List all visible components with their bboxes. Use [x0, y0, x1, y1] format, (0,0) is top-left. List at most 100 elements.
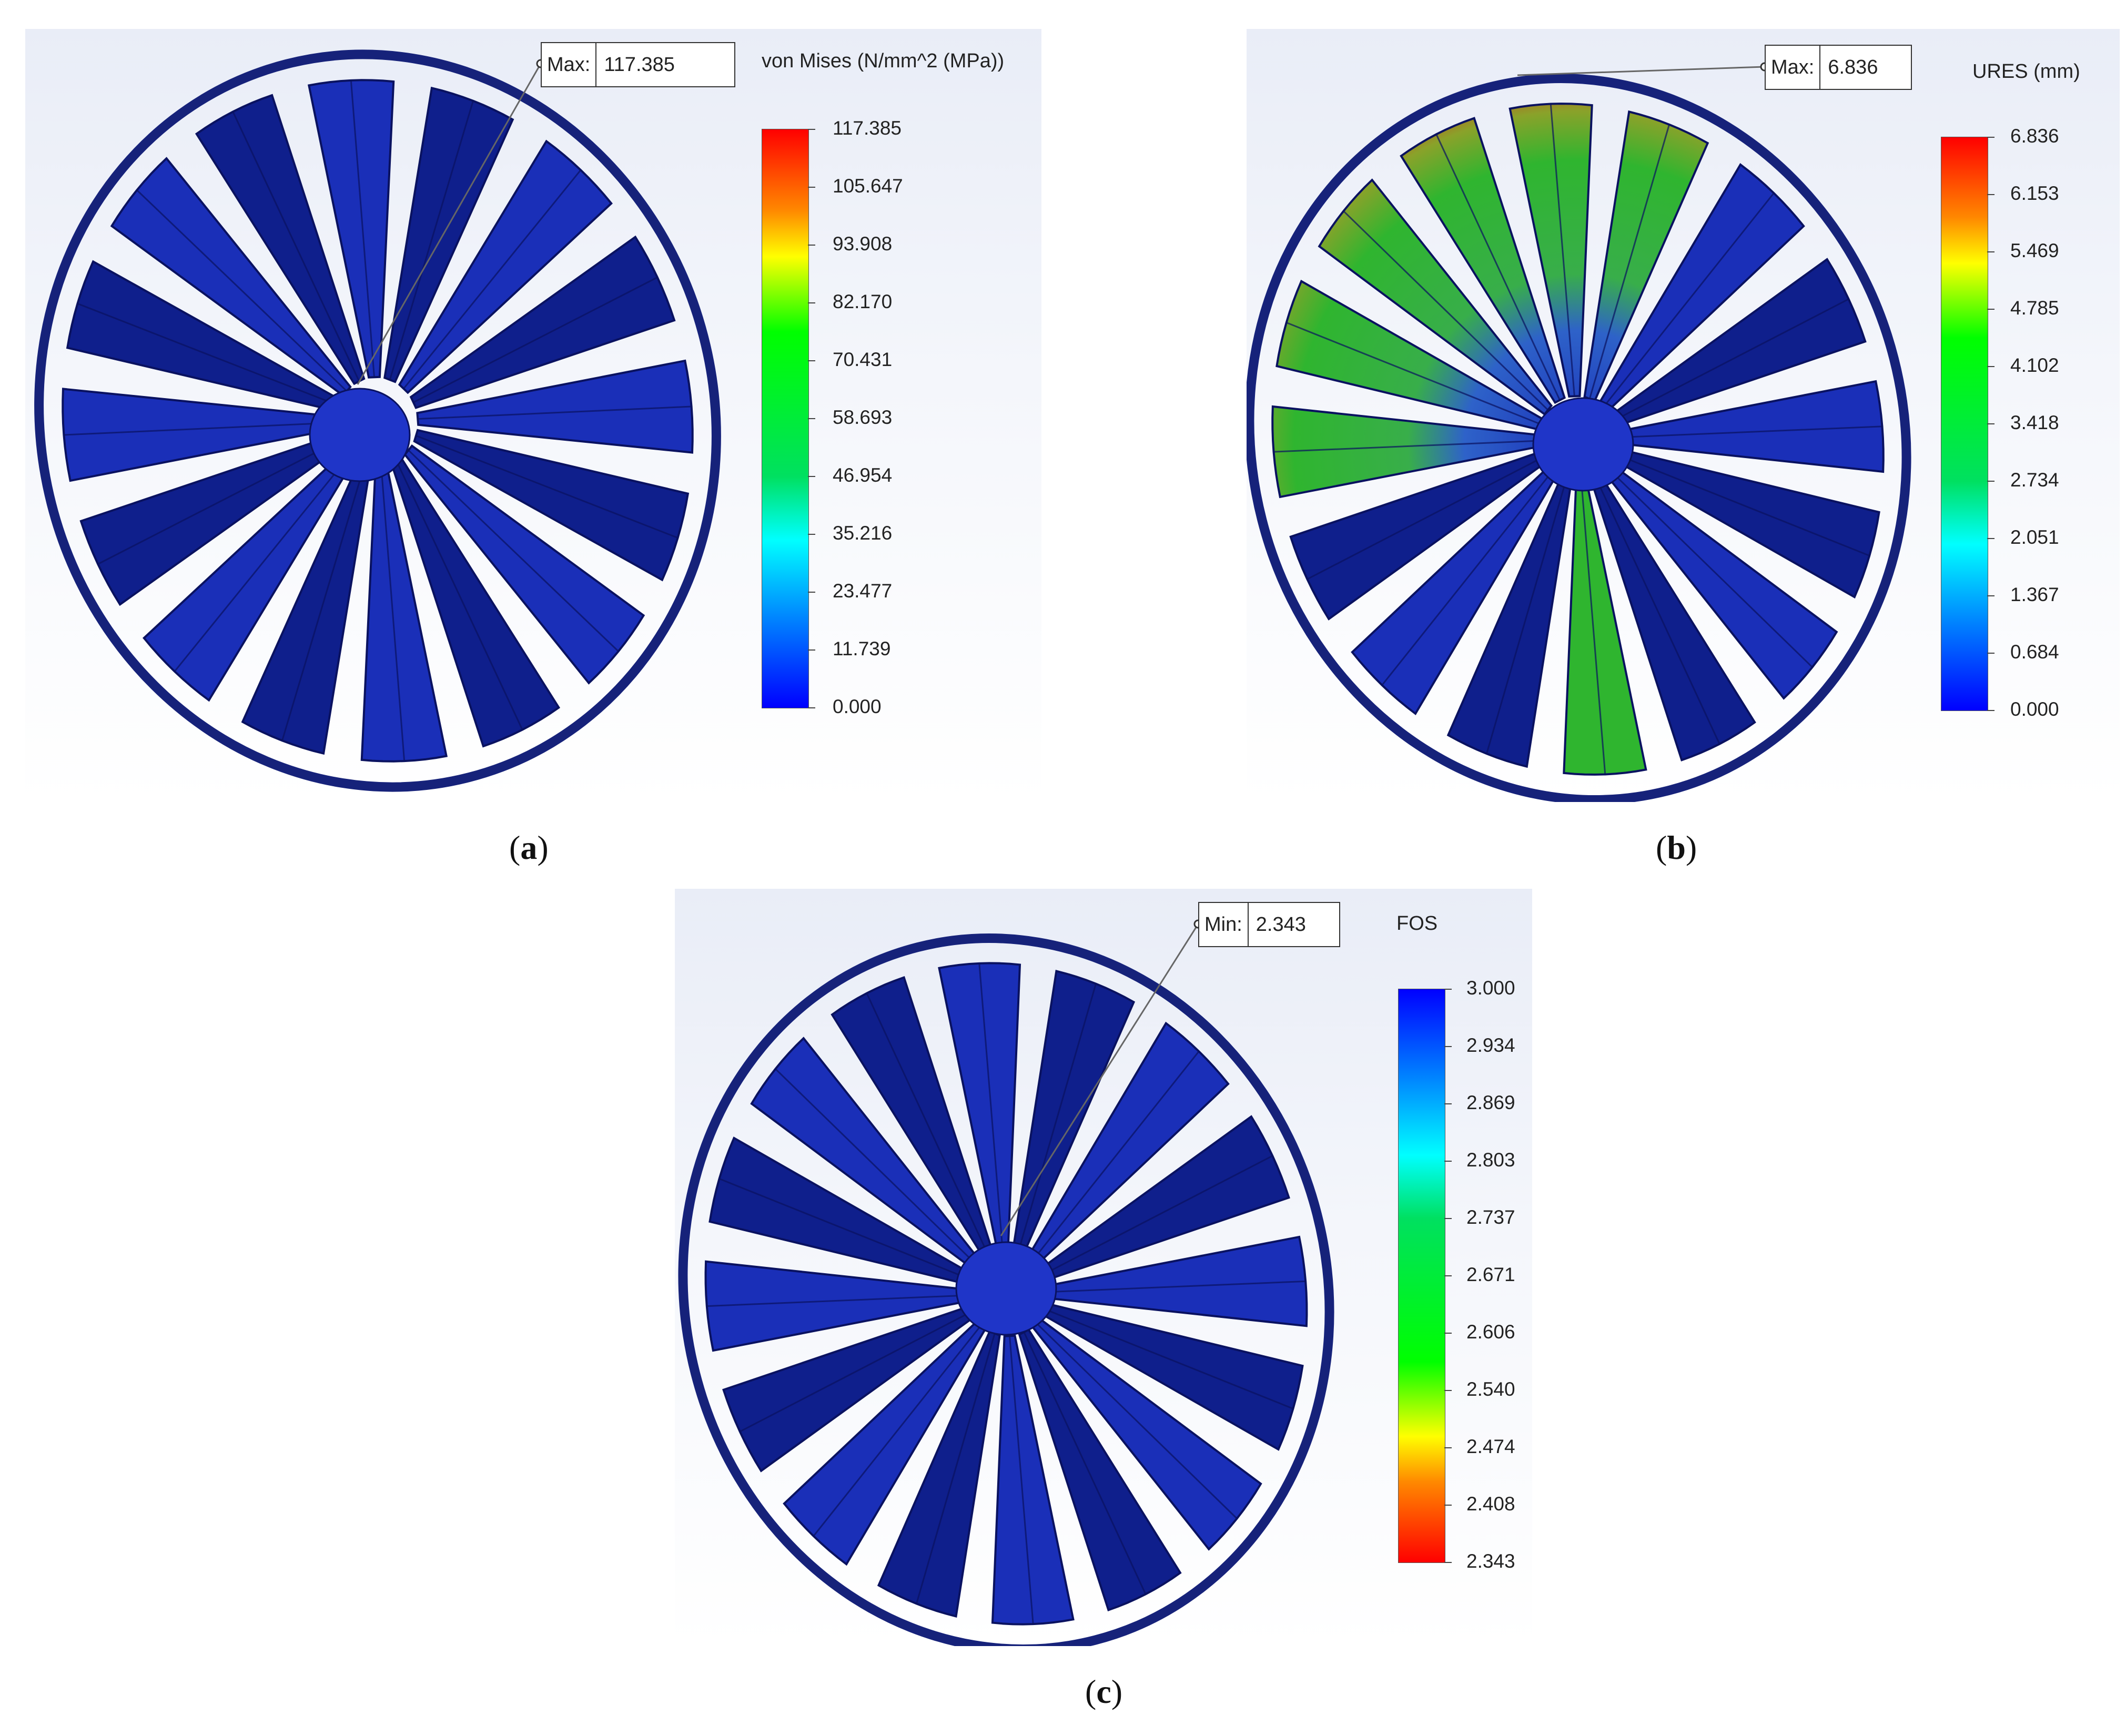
colorbar-tick-label: 2.737 [1466, 1206, 1515, 1228]
colorbar-tick-label: 2.734 [2010, 469, 2059, 491]
colorbar-tick-label: 4.102 [2010, 354, 2059, 376]
caption-b: (b) [1656, 829, 1697, 866]
blade-rib-line [1017, 983, 1097, 1254]
caption-c: (c) [1085, 1673, 1123, 1710]
turbine-blade [1603, 462, 1838, 700]
colorbar-tick-mark [808, 302, 815, 303]
blade-rib-line [1307, 456, 1544, 580]
blade-rib-line [232, 111, 360, 381]
turbine-blade [1031, 1316, 1262, 1551]
probe-leader-line [1517, 66, 1765, 76]
colorbar-tick-mark [1444, 1562, 1452, 1563]
turbine-rim [34, 49, 721, 792]
blade-rib-line [1607, 468, 1813, 668]
panel-c-turbine-model [678, 919, 1334, 1646]
blade-rib-line [1343, 210, 1548, 411]
turbine-blades-b [1247, 62, 1911, 802]
turbine-blade [195, 94, 366, 385]
colorbar-tick-label: 93.908 [833, 233, 893, 255]
turbine-blade [1271, 405, 1541, 499]
panel-a-turbine-model [34, 49, 721, 792]
colorbar-tick-label: 4.785 [2010, 297, 2059, 319]
turbine-blade [66, 260, 342, 413]
colorbar-tick-mark [1987, 481, 1995, 482]
turbine-blade [1318, 178, 1553, 416]
colorbar-a [762, 129, 809, 708]
colorbar-tick-mark [1987, 423, 1995, 424]
probe-callout-b: Max: 6.836 [1765, 45, 1912, 90]
blade-rib-line [1612, 298, 1849, 422]
turbine-blade [413, 429, 690, 582]
probe-callout-a: Max: 117.385 [541, 42, 735, 87]
colorbar-tick-mark [1444, 1103, 1452, 1104]
blade-rib-line [1286, 322, 1541, 425]
colorbar-tick-label: 0.000 [2010, 698, 2059, 720]
blade-rib-line [1381, 470, 1554, 686]
colorbar-tick-label: 2.540 [1466, 1378, 1515, 1400]
turbine-blade [409, 235, 676, 409]
turbine-blade [1583, 110, 1709, 402]
colorbar-tick-mark [1987, 538, 1995, 539]
colorbar-tick-mark [1444, 1275, 1452, 1276]
turbine-blade [143, 447, 358, 702]
blade-rib-line [136, 189, 347, 392]
colorbar-tick-label: 0.000 [833, 696, 882, 717]
colorbar-tick-label: 58.693 [833, 407, 893, 428]
colorbar-tick-label: 5.469 [2010, 240, 2059, 261]
colorbar-tick-label: 23.477 [833, 580, 893, 602]
blade-rib-line [916, 1333, 996, 1604]
turbine-blade [110, 157, 352, 397]
turbine-blade [1509, 103, 1593, 398]
colorbar-tick-label: 2.051 [2010, 526, 2059, 548]
colorbar-tick-mark [1444, 1447, 1452, 1448]
turbine-blade [62, 388, 339, 482]
turbine-hub [955, 1241, 1057, 1336]
probe-value-c: 2.343 [1256, 913, 1306, 936]
blade-rib-line [813, 1324, 982, 1537]
legend-title-b: URES (mm) [1972, 60, 2080, 83]
turbine-blade [1597, 163, 1805, 413]
turbine-blade [722, 1305, 976, 1473]
turbine-blade [1289, 450, 1547, 621]
panel-b: Max: 6.836 URES (mm) 6.836 6.153 5.469 4.78… [1247, 29, 2120, 802]
turbine-blade [1011, 970, 1136, 1258]
turbine-blade [704, 1260, 970, 1352]
caption-a: (a) [509, 829, 549, 866]
turbine-blade [390, 456, 561, 748]
probe-leader-line [357, 63, 542, 385]
turbine-blade [877, 1329, 1001, 1618]
colorbar-tick-label: 1.367 [2010, 584, 2059, 605]
colorbar-tick-mark [1987, 194, 1995, 195]
turbine-blade [831, 976, 995, 1260]
probe-callout-c: Min: 2.343 [1198, 902, 1340, 947]
colorbar-tick-label: 2.606 [1466, 1321, 1515, 1343]
colorbar-tick-label: 105.647 [833, 175, 903, 197]
colorbar-tick-label: 2.408 [1466, 1493, 1515, 1515]
blade-rib-line [1550, 104, 1575, 396]
turbine-blade [307, 79, 395, 379]
colorbar-tick-mark [1987, 595, 1995, 596]
probe-label-b: Max: [1766, 46, 1821, 89]
caption-b-letter: b [1667, 829, 1686, 866]
turbine-blade [403, 444, 645, 685]
colorbar-b [1941, 137, 1988, 711]
colorbar-tick-mark [1987, 251, 1995, 252]
blade-rib-line [1617, 425, 1882, 439]
colorbar-tick-label: 3.418 [2010, 412, 2059, 433]
colorbar-tick-label: 70.431 [833, 349, 893, 370]
blade-rib-line [1435, 134, 1561, 400]
turbine-blade [79, 432, 346, 606]
colorbar-tick-label: 2.343 [1466, 1550, 1515, 1572]
colorbar-tick-mark [808, 476, 815, 477]
blade-rib-line [978, 963, 1004, 1252]
colorbar-tick-label: 46.954 [833, 464, 893, 486]
colorbar-tick-mark [1987, 366, 1995, 367]
colorbar-tick-mark [1444, 1218, 1452, 1219]
blade-rib-line [1581, 482, 1606, 775]
blade-rib-line [1030, 1051, 1200, 1263]
blade-rib-line [97, 438, 342, 565]
panel-b-turbine-model [1247, 62, 1911, 802]
blade-rib-line [389, 100, 474, 380]
colorbar-tick-mark [1987, 309, 1995, 310]
turbine-blades-a [34, 49, 721, 792]
